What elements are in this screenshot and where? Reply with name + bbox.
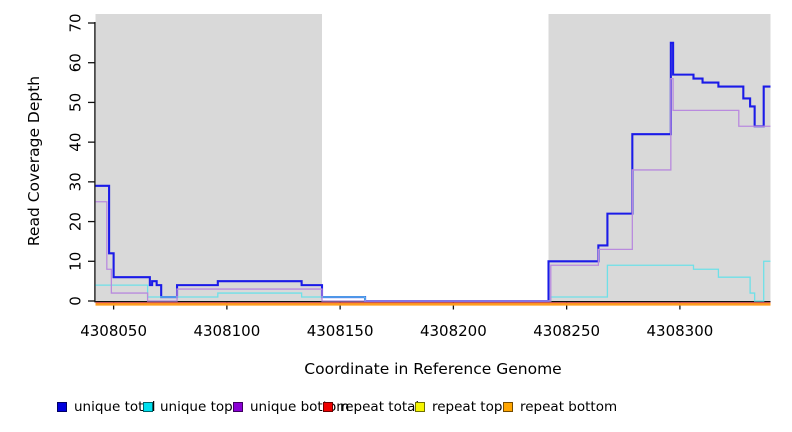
legend-label: unique top — [160, 399, 233, 415]
y-tick-label: 70 — [67, 13, 85, 32]
legend-swatch-icon — [233, 402, 243, 412]
y-tick-label: 60 — [67, 53, 85, 72]
y-tick-label: 50 — [67, 93, 85, 112]
y-tick-label: 10 — [67, 252, 85, 271]
legend-item-unique-total: unique total — [57, 398, 155, 416]
y-tick-label: 40 — [67, 133, 85, 152]
legend-swatch-icon — [415, 402, 425, 412]
legend-label: unique total — [74, 399, 156, 415]
series-line-unique-top — [95, 260, 771, 302]
legend-swatch-icon — [57, 402, 67, 412]
legend-swatch-icon — [143, 402, 153, 412]
legend-item-repeat-total: repeat total — [323, 398, 419, 416]
x-tick-label: 4308250 — [533, 322, 600, 340]
x-tick-label: 4308300 — [646, 322, 713, 340]
legend-item-unique-top: unique top — [143, 398, 233, 416]
y-axis-title: Read Coverage Depth — [25, 75, 43, 247]
y-tick-label: 0 — [67, 296, 85, 306]
legend-swatch-icon — [503, 402, 513, 412]
x-tick-label: 4308100 — [193, 322, 260, 340]
series-line-unique-bottom — [95, 77, 771, 302]
right-shaded-region — [548, 14, 771, 301]
legend-item-repeat-bottom: repeat bottom — [503, 398, 617, 416]
x-tick-label: 4308050 — [80, 322, 147, 340]
legend-label: repeat total — [340, 399, 420, 415]
legend-label: repeat top — [432, 399, 503, 415]
chart-legend: unique total unique top unique bottom repea… — [0, 398, 792, 422]
legend-swatch-icon — [323, 402, 333, 412]
series-line-unique-total — [95, 41, 771, 303]
left-shaded-region — [95, 14, 323, 301]
y-tick-label: 30 — [67, 172, 85, 191]
y-tick-label: 20 — [67, 212, 85, 231]
legend-item-repeat-top: repeat top — [415, 398, 502, 416]
x-tick-label: 4308200 — [420, 322, 487, 340]
x-axis-title: Coordinate in Reference Genome — [304, 360, 562, 378]
x-tick-label: 4308150 — [307, 322, 374, 340]
legend-label: repeat bottom — [520, 399, 618, 415]
